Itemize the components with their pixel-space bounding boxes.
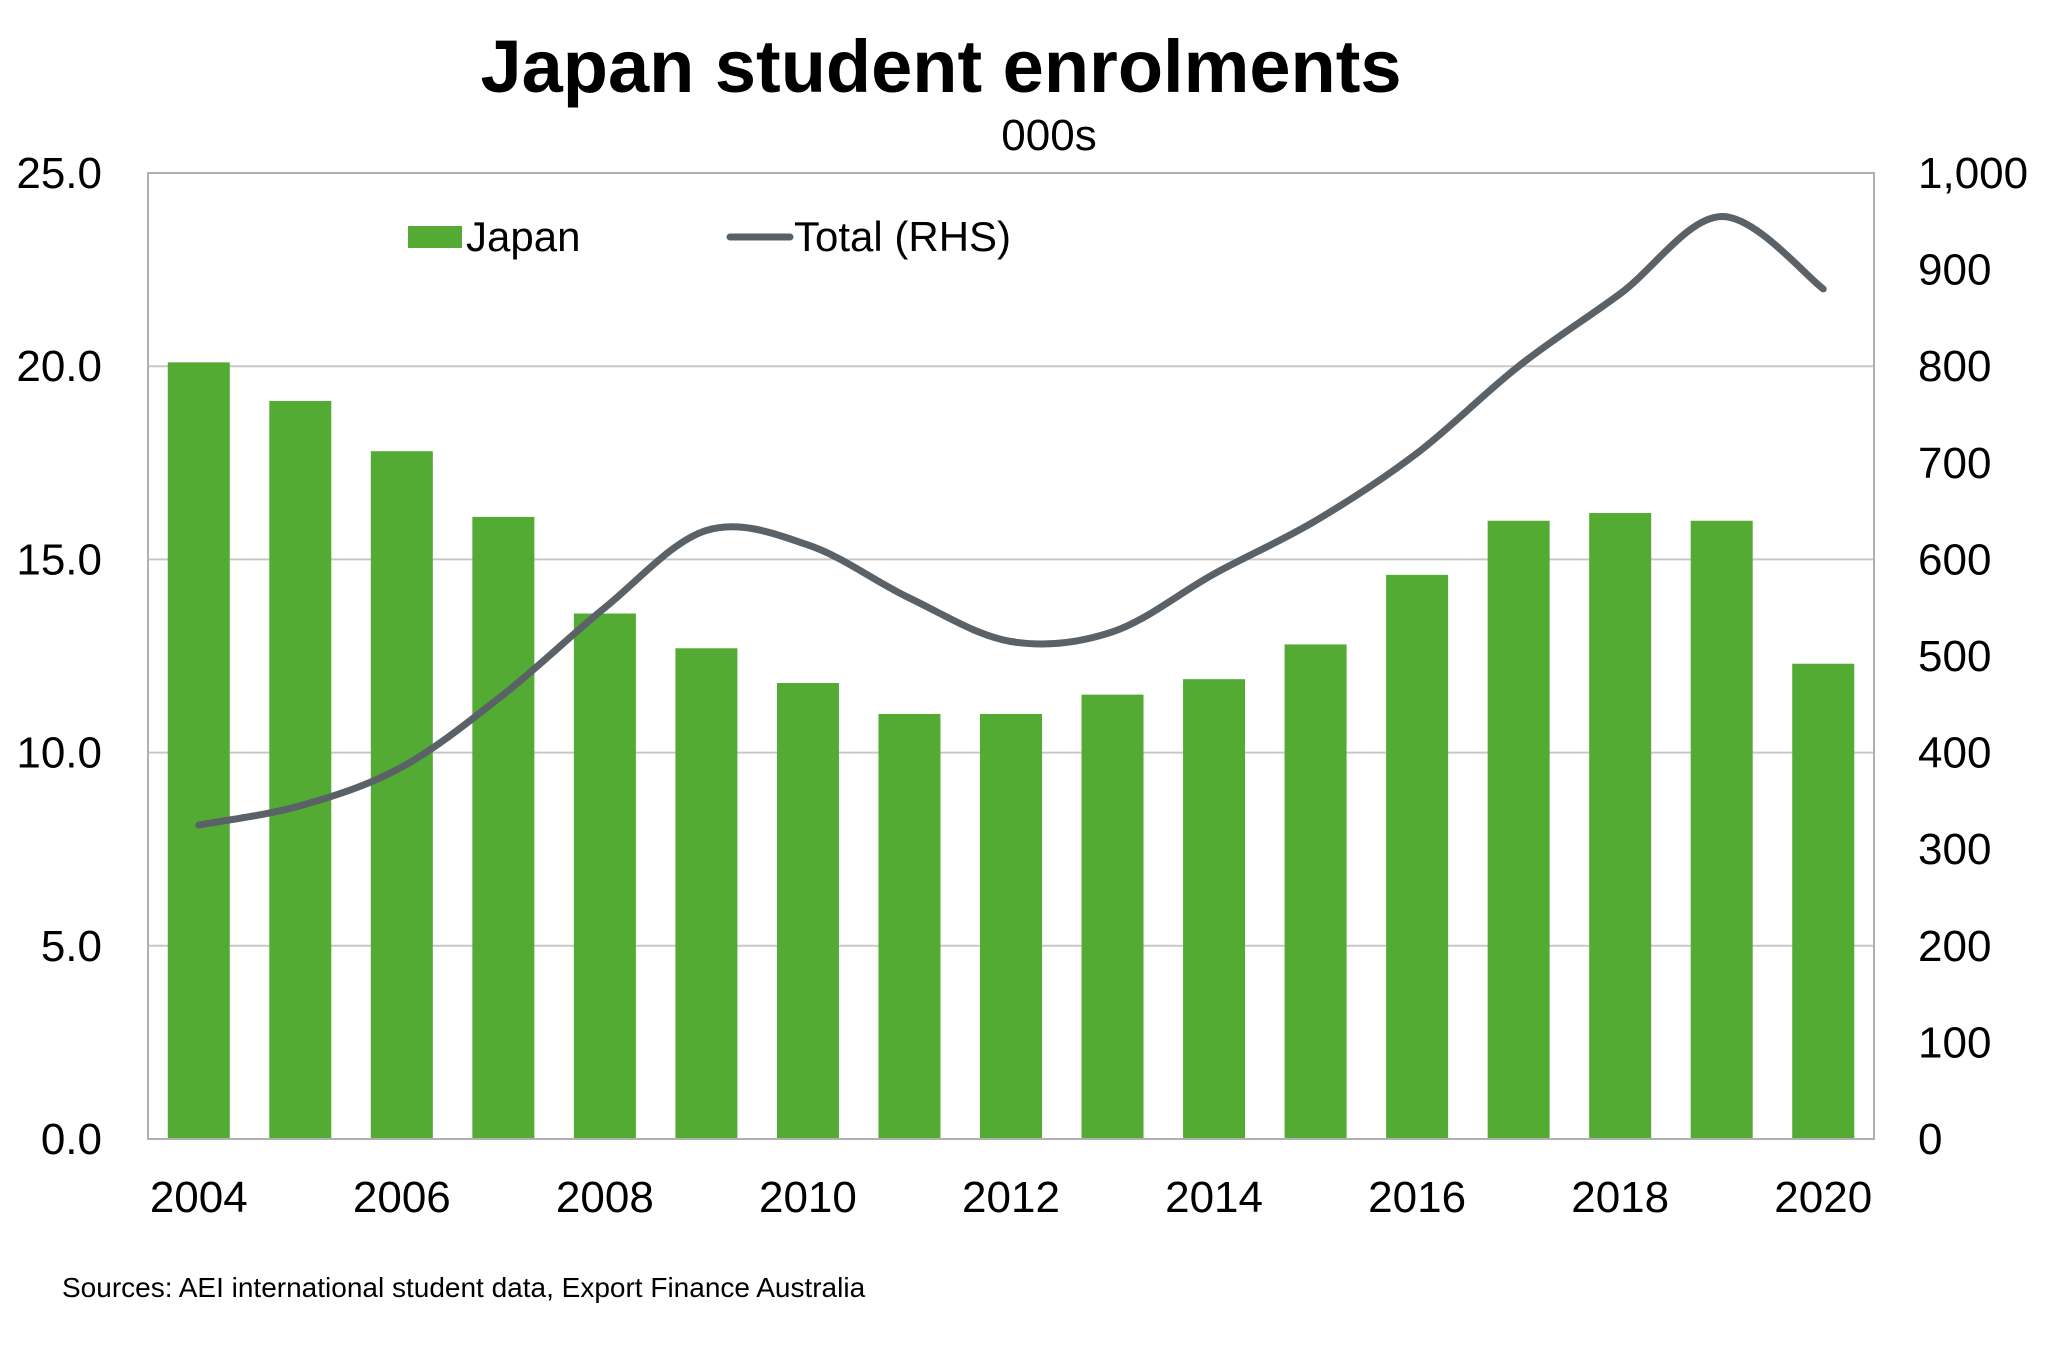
- right-tick-label: 0: [1918, 1115, 1942, 1164]
- bar-2016: [1386, 574, 1449, 1139]
- bar-2017: [1487, 520, 1550, 1139]
- left-tick-label: 25.0: [16, 149, 102, 198]
- right-tick-label: 800: [1918, 342, 1991, 391]
- bar-2019: [1690, 520, 1753, 1139]
- right-tick-label: 700: [1918, 439, 1991, 488]
- bar-2012: [980, 713, 1042, 1139]
- left-tick-label: 20.0: [16, 342, 102, 391]
- right-tick-label: 500: [1918, 632, 1991, 681]
- bar-2015: [1284, 644, 1347, 1139]
- left-y-axis: 0.0 5.0 10.0 15.0 20.0 25.0: [16, 149, 102, 1164]
- bar-2009: [675, 648, 738, 1139]
- right-tick-label: 200: [1918, 922, 1991, 971]
- x-tick-label-2020: 2020: [1774, 1173, 1872, 1222]
- x-tick-label-2012: 2012: [962, 1173, 1060, 1222]
- right-y-axis: 0 100 200 300 400 500 600 700 800 900 1,000: [1918, 149, 2028, 1164]
- bar-2008: [573, 613, 636, 1139]
- bar-2020: [1792, 663, 1855, 1139]
- legend-marker-japan: [408, 226, 462, 248]
- chart-subtitle: 000s: [1001, 111, 1096, 160]
- legend: Japan Total (RHS): [408, 213, 1011, 260]
- bar-2004: [167, 362, 230, 1139]
- plot-area-frame: [147, 172, 1875, 1140]
- bar-2018: [1589, 513, 1652, 1139]
- legend-label-total: Total (RHS): [794, 213, 1011, 260]
- chart-title: Japan student enrolments: [480, 25, 1401, 108]
- right-tick-label: 900: [1918, 246, 1991, 295]
- right-tick-label: 400: [1918, 729, 1991, 778]
- bar-2014: [1183, 679, 1246, 1139]
- x-tick-label-2014: 2014: [1165, 1173, 1263, 1222]
- x-tick-label-2018: 2018: [1571, 1173, 1669, 1222]
- x-tick-label-2008: 2008: [556, 1173, 654, 1222]
- bar-series: [167, 362, 1855, 1139]
- x-tick-label-2010: 2010: [759, 1173, 857, 1222]
- right-tick-label: 1,000: [1918, 149, 2028, 198]
- right-tick-label: 100: [1918, 1018, 1991, 1067]
- total-line: [195, 212, 1827, 829]
- left-tick-label: 5.0: [41, 922, 102, 971]
- left-tick-label: 15.0: [16, 535, 102, 584]
- bar-2011: [878, 713, 941, 1139]
- source-note: Sources: AEI international student data,…: [62, 1272, 866, 1303]
- x-tick-label-2006: 2006: [353, 1173, 451, 1222]
- legend-label-japan: Japan: [466, 213, 580, 260]
- bar-2007: [472, 516, 535, 1139]
- left-tick-label: 10.0: [16, 729, 102, 778]
- right-tick-label: 600: [1918, 535, 1991, 584]
- bar-2005: [269, 400, 332, 1139]
- x-tick-label-2004: 2004: [150, 1173, 248, 1222]
- x-axis: 2004 2006 2008 2010 2012 2014 2016 2018 2020: [150, 1173, 1872, 1222]
- left-tick-label: 0.0: [41, 1115, 102, 1164]
- line-series: [195, 212, 1827, 829]
- right-tick-label: 300: [1918, 825, 1991, 874]
- bar-2006: [370, 451, 433, 1139]
- x-tick-label-2016: 2016: [1368, 1173, 1466, 1222]
- bar-2013: [1081, 694, 1144, 1139]
- bar-2010: [776, 683, 839, 1139]
